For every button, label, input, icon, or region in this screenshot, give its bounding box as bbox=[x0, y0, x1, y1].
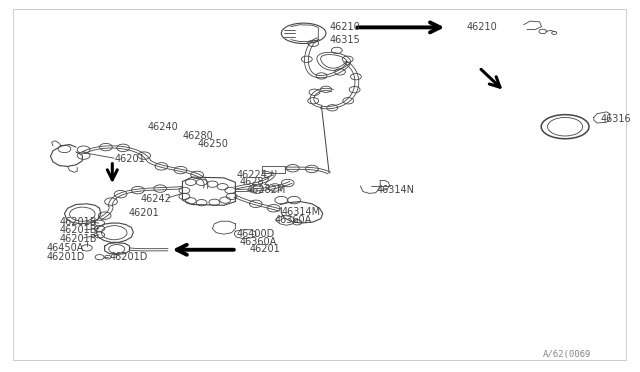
Text: A/62(0069: A/62(0069 bbox=[543, 350, 591, 359]
Text: 46314N: 46314N bbox=[377, 185, 415, 195]
Text: 46450A: 46450A bbox=[47, 243, 84, 253]
Text: 46314M: 46314M bbox=[282, 207, 321, 217]
Text: 46316: 46316 bbox=[600, 114, 631, 124]
Text: 46315: 46315 bbox=[329, 35, 360, 45]
Text: 46360A: 46360A bbox=[275, 215, 312, 225]
Text: 46201B: 46201B bbox=[60, 217, 97, 227]
Text: 46201: 46201 bbox=[128, 208, 159, 218]
Text: 46201: 46201 bbox=[250, 244, 280, 254]
Text: 46210: 46210 bbox=[329, 22, 360, 32]
Text: 46360A: 46360A bbox=[240, 237, 277, 247]
Text: 46250: 46250 bbox=[197, 140, 228, 150]
Text: 46240: 46240 bbox=[147, 122, 178, 132]
Text: 46282: 46282 bbox=[240, 177, 271, 187]
Text: 46224: 46224 bbox=[237, 170, 268, 180]
Text: 46201D: 46201D bbox=[109, 252, 147, 262]
Text: 46282M: 46282M bbox=[246, 185, 285, 195]
Text: 46201D: 46201D bbox=[47, 252, 85, 262]
Text: 46242: 46242 bbox=[141, 194, 172, 204]
Text: 46400D: 46400D bbox=[237, 229, 275, 239]
Text: 46280: 46280 bbox=[182, 131, 213, 141]
Text: 46210: 46210 bbox=[467, 22, 497, 32]
Text: 46201B: 46201B bbox=[60, 234, 97, 244]
Text: 46201B: 46201B bbox=[60, 225, 97, 235]
Text: 46201: 46201 bbox=[114, 154, 145, 164]
